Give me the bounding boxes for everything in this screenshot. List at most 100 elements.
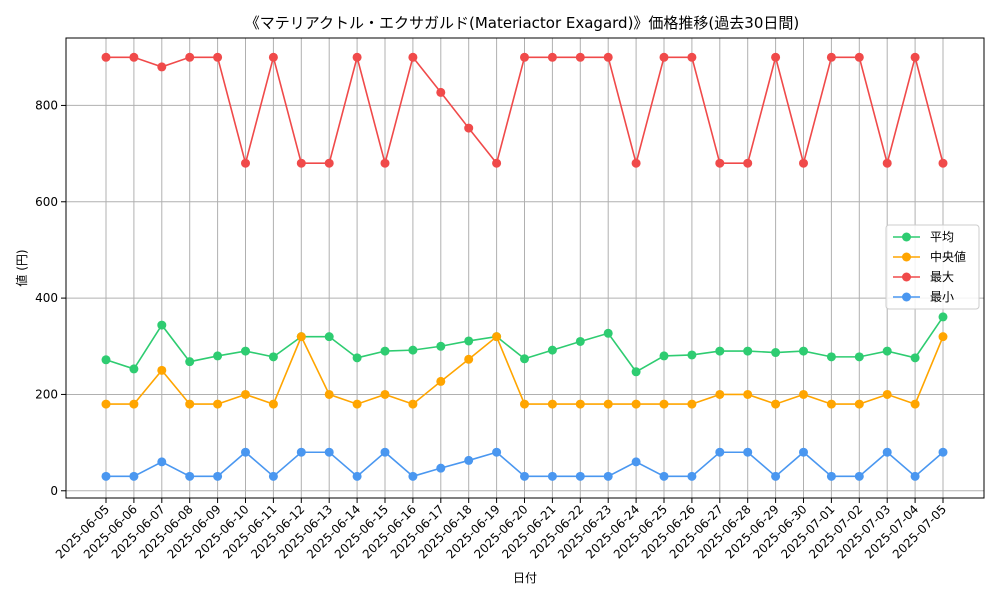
data-point	[464, 455, 474, 465]
data-point	[129, 471, 139, 481]
data-point	[101, 399, 111, 409]
data-point	[157, 457, 167, 467]
data-point	[213, 471, 223, 481]
data-point	[826, 399, 836, 409]
data-point	[464, 123, 474, 133]
data-point	[575, 336, 585, 346]
data-point	[492, 447, 502, 457]
series-平均	[101, 312, 948, 377]
data-point	[157, 365, 167, 375]
data-point	[296, 447, 306, 457]
legend-label: 最小	[930, 290, 954, 304]
data-point	[520, 471, 529, 481]
data-point	[743, 447, 753, 457]
series-layer	[101, 52, 948, 481]
data-point	[938, 332, 948, 342]
data-point	[380, 389, 390, 399]
data-point	[101, 52, 111, 62]
data-point	[882, 389, 892, 399]
data-point	[129, 364, 139, 374]
data-point	[436, 463, 446, 473]
data-point	[882, 346, 892, 356]
data-point	[938, 312, 948, 322]
data-point	[771, 348, 781, 358]
grid	[66, 38, 984, 498]
data-point	[296, 158, 306, 168]
y-tick-label: 800	[35, 98, 58, 112]
data-point	[575, 52, 585, 62]
data-point	[659, 351, 669, 361]
data-point	[687, 52, 697, 62]
data-point	[492, 158, 502, 168]
data-point	[213, 351, 223, 361]
data-point	[520, 52, 529, 62]
legend-swatch-marker	[902, 292, 911, 302]
data-point	[631, 158, 641, 168]
data-point	[743, 389, 753, 399]
data-point	[799, 447, 808, 457]
data-point	[743, 158, 753, 168]
data-point	[324, 447, 334, 457]
data-point	[799, 158, 808, 168]
data-point	[743, 346, 753, 356]
data-point	[631, 367, 641, 377]
legend-label: 最大	[930, 270, 954, 284]
data-point	[603, 471, 613, 481]
data-point	[241, 447, 250, 457]
data-point	[380, 346, 390, 356]
data-point	[547, 52, 557, 62]
data-point	[436, 341, 446, 351]
data-point	[352, 471, 362, 481]
data-point	[268, 471, 278, 481]
data-point	[157, 62, 167, 72]
data-point	[492, 332, 502, 342]
data-point	[324, 389, 334, 399]
data-point	[129, 399, 139, 409]
legend-label: 中央値	[930, 249, 966, 264]
data-point	[715, 447, 725, 457]
data-point	[771, 52, 781, 62]
data-point	[882, 447, 892, 457]
chart-title: 《マテリアクトル・エクサガルド(Materiactor Exagard)》価格推…	[245, 14, 799, 32]
data-point	[241, 389, 250, 399]
data-point	[380, 447, 390, 457]
y-tick-label: 200	[35, 387, 58, 401]
data-point	[129, 52, 139, 62]
data-point	[101, 355, 111, 365]
data-point	[185, 471, 195, 481]
data-point	[938, 447, 948, 457]
data-point	[520, 354, 529, 364]
data-point	[185, 357, 195, 367]
data-point	[101, 471, 111, 481]
data-point	[464, 354, 474, 364]
data-point	[910, 399, 920, 409]
y-axis-label: 値 (円)	[14, 249, 29, 286]
data-point	[631, 457, 641, 467]
data-point	[826, 52, 836, 62]
data-point	[352, 52, 362, 62]
data-point	[241, 158, 250, 168]
data-point	[826, 471, 836, 481]
y-tick-label: 400	[35, 291, 58, 305]
data-point	[547, 471, 557, 481]
data-point	[715, 389, 725, 399]
data-point	[910, 353, 920, 363]
data-point	[854, 52, 864, 62]
data-point	[324, 158, 334, 168]
series-中央値	[101, 332, 948, 409]
legend-swatch-marker	[902, 252, 911, 262]
data-point	[910, 471, 920, 481]
axis-ticks: 2025-06-052025-06-062025-06-072025-06-08…	[35, 98, 949, 561]
data-point	[854, 399, 864, 409]
x-axis-label: 日付	[513, 571, 537, 585]
data-point	[352, 399, 362, 409]
data-point	[157, 320, 167, 330]
data-point	[352, 353, 362, 363]
data-point	[185, 52, 195, 62]
data-point	[408, 399, 418, 409]
data-point	[938, 158, 948, 168]
data-point	[826, 352, 836, 362]
series-最大	[101, 52, 948, 168]
